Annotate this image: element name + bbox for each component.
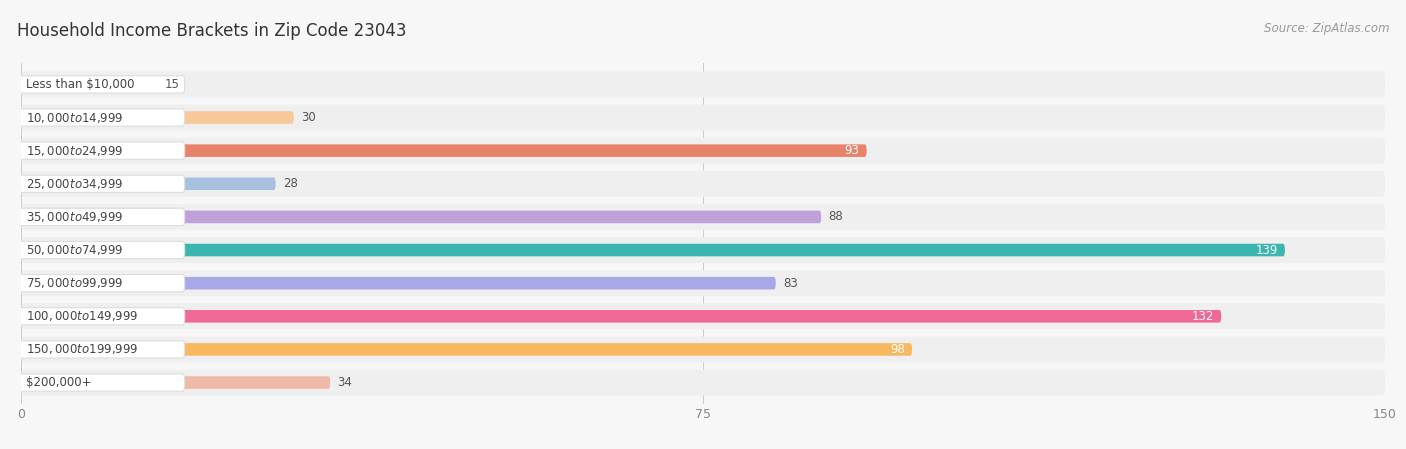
FancyBboxPatch shape — [21, 277, 776, 290]
FancyBboxPatch shape — [21, 376, 330, 389]
FancyBboxPatch shape — [21, 270, 1385, 296]
FancyBboxPatch shape — [17, 208, 184, 225]
FancyBboxPatch shape — [17, 242, 184, 259]
Text: $35,000 to $49,999: $35,000 to $49,999 — [25, 210, 124, 224]
FancyBboxPatch shape — [17, 76, 184, 93]
Text: $25,000 to $34,999: $25,000 to $34,999 — [25, 177, 124, 191]
Text: Less than $10,000: Less than $10,000 — [25, 78, 134, 91]
FancyBboxPatch shape — [17, 142, 184, 159]
Text: $100,000 to $149,999: $100,000 to $149,999 — [25, 309, 138, 323]
Text: $150,000 to $199,999: $150,000 to $199,999 — [25, 343, 138, 357]
FancyBboxPatch shape — [21, 343, 912, 356]
FancyBboxPatch shape — [21, 237, 1385, 263]
Text: 98: 98 — [890, 343, 905, 356]
Text: 34: 34 — [337, 376, 353, 389]
FancyBboxPatch shape — [17, 308, 184, 325]
Text: $15,000 to $24,999: $15,000 to $24,999 — [25, 144, 124, 158]
Text: 132: 132 — [1192, 310, 1213, 323]
Text: Household Income Brackets in Zip Code 23043: Household Income Brackets in Zip Code 23… — [17, 22, 406, 40]
Text: 15: 15 — [165, 78, 180, 91]
FancyBboxPatch shape — [21, 71, 1385, 97]
Text: Source: ZipAtlas.com: Source: ZipAtlas.com — [1264, 22, 1389, 35]
FancyBboxPatch shape — [17, 109, 184, 126]
FancyBboxPatch shape — [21, 145, 866, 157]
Text: 139: 139 — [1256, 243, 1278, 256]
Text: 30: 30 — [301, 111, 316, 124]
FancyBboxPatch shape — [17, 274, 184, 292]
FancyBboxPatch shape — [21, 370, 1385, 396]
Text: 88: 88 — [828, 211, 844, 224]
FancyBboxPatch shape — [21, 78, 157, 91]
FancyBboxPatch shape — [21, 177, 276, 190]
FancyBboxPatch shape — [21, 204, 1385, 230]
FancyBboxPatch shape — [17, 175, 184, 193]
FancyBboxPatch shape — [21, 211, 821, 223]
FancyBboxPatch shape — [17, 374, 184, 391]
FancyBboxPatch shape — [17, 341, 184, 358]
FancyBboxPatch shape — [21, 244, 1285, 256]
FancyBboxPatch shape — [21, 138, 1385, 163]
Text: 93: 93 — [845, 144, 859, 157]
FancyBboxPatch shape — [21, 304, 1385, 329]
FancyBboxPatch shape — [21, 310, 1222, 322]
Text: $75,000 to $99,999: $75,000 to $99,999 — [25, 276, 124, 290]
Text: 28: 28 — [283, 177, 298, 190]
FancyBboxPatch shape — [21, 105, 1385, 131]
FancyBboxPatch shape — [21, 171, 1385, 197]
FancyBboxPatch shape — [21, 336, 1385, 362]
Text: $10,000 to $14,999: $10,000 to $14,999 — [25, 110, 124, 124]
Text: $50,000 to $74,999: $50,000 to $74,999 — [25, 243, 124, 257]
Text: 83: 83 — [783, 277, 797, 290]
Text: $200,000+: $200,000+ — [25, 376, 91, 389]
FancyBboxPatch shape — [21, 111, 294, 124]
